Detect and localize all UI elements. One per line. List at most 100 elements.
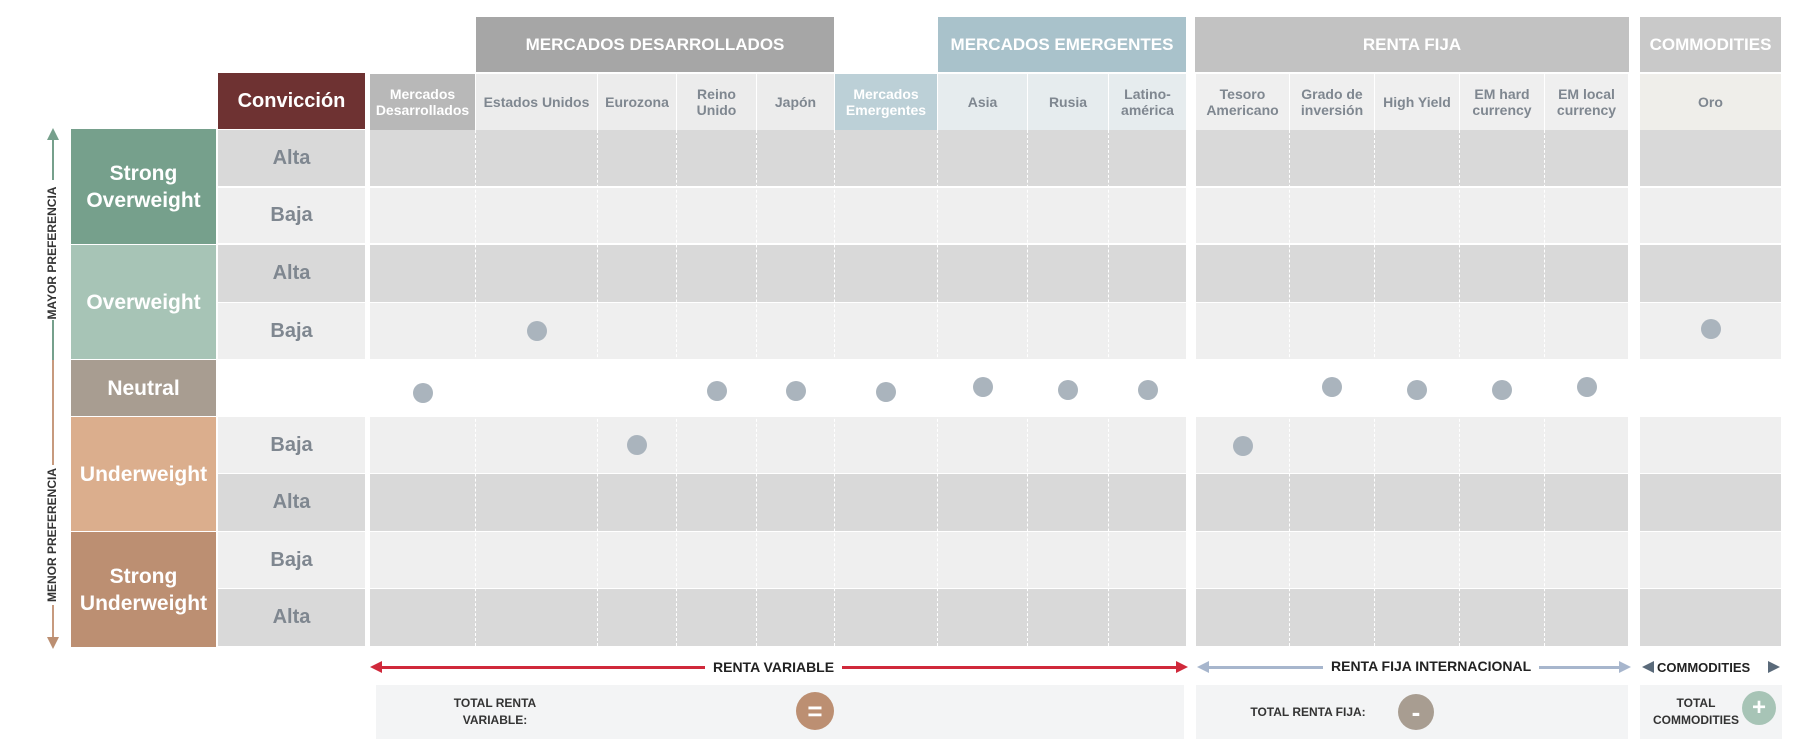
- renta-fija-internacional-label: RENTA FIJA INTERNACIONAL: [1323, 658, 1540, 674]
- position-dot: [1700, 319, 1721, 339]
- column-separator: [1289, 130, 1290, 646]
- commodities-arrow-label: COMMODITIES: [1655, 660, 1753, 675]
- grid-row-band: [370, 417, 1186, 473]
- conviction-cell: Alta: [218, 589, 365, 646]
- renta-variable-arrow-right-head: [1176, 661, 1188, 673]
- group-header-mercados-desarrollados: MERCADOS DESARROLLADOS: [476, 17, 834, 72]
- total-renta-fija-badge: -: [1398, 694, 1434, 730]
- category-overweight: Overweight: [71, 245, 216, 359]
- grid-row-band: [1196, 188, 1628, 243]
- menor-preferencia-label: MENOR PREFERENCIA: [45, 468, 59, 603]
- side-label-bg-bottom: [40, 465, 66, 605]
- side-label-bg-top: [40, 180, 66, 320]
- grid-row-band: [370, 188, 1186, 243]
- column-header: Mercados Desarrollados: [370, 74, 475, 130]
- column-header: Eurozona: [598, 74, 676, 130]
- grid-row-band: [1640, 130, 1781, 186]
- category-strong-overweight: Strong Overweight: [71, 129, 216, 244]
- column-separator: [937, 130, 938, 646]
- grid-row-band: [1196, 245, 1628, 302]
- renta-fija-arrow-left-head: [1197, 661, 1209, 673]
- position-dot: [1407, 379, 1427, 400]
- grid-row-band: [1196, 417, 1628, 473]
- grid-row-band: [1196, 589, 1628, 646]
- column-separator: [834, 130, 835, 646]
- position-dot: [1492, 379, 1512, 400]
- arrow-up-head: [47, 128, 59, 140]
- category-neutral: Neutral: [71, 360, 216, 416]
- position-dot: [706, 380, 727, 401]
- conviction-cell: Alta: [218, 474, 365, 531]
- conviccion-header: Convicción: [218, 73, 365, 129]
- group-header-renta-fija: RENTA FIJA: [1195, 17, 1629, 72]
- total-renta-variable-box: [376, 685, 1184, 739]
- grid-row-band: [370, 474, 1186, 531]
- conviction-cell: Baja: [218, 417, 365, 473]
- grid-row-band: [1640, 474, 1781, 531]
- column-header: Reino Unido: [677, 74, 756, 130]
- grid-row-band: [1640, 361, 1781, 416]
- total-renta-variable-label: TOTAL RENTA VARIABLE:: [453, 696, 537, 727]
- column-header: Latino- américa: [1109, 74, 1186, 130]
- conviction-cell: Alta: [218, 245, 365, 302]
- group-header-commodities: COMMODITIES: [1640, 17, 1781, 72]
- commodities-arrow-left-head: [1642, 661, 1654, 673]
- total-renta-fija-label: TOTAL RENTA FIJA:: [1250, 704, 1366, 719]
- total-commodities-badge: +: [1742, 691, 1776, 725]
- category-underweight: Underweight: [71, 417, 216, 531]
- position-dot: [627, 435, 647, 455]
- column-separator: [676, 130, 677, 646]
- position-dot: [526, 321, 547, 341]
- conviction-cell: Baja: [218, 532, 365, 588]
- column-header: Grado de inversión: [1290, 74, 1374, 130]
- conviction-cell: Baja: [218, 303, 365, 359]
- column-header: Asia: [938, 74, 1027, 130]
- arrow-down-head: [47, 637, 59, 649]
- column-separator: [1544, 130, 1545, 646]
- column-header: EM hard currency: [1460, 74, 1544, 130]
- position-dot: [1232, 436, 1253, 456]
- column-header: EM local currency: [1545, 74, 1628, 130]
- column-header: High Yield: [1375, 74, 1459, 130]
- column-separator: [475, 130, 476, 646]
- group-header-mercados-emergentes: MERCADOS EMERGENTES: [938, 17, 1186, 72]
- conviction-cell: Alta: [218, 130, 365, 186]
- grid-row-band: [1640, 188, 1781, 243]
- column-separator: [756, 130, 757, 646]
- total-renta-variable-badge: =: [796, 692, 834, 730]
- position-dot: [412, 382, 433, 403]
- grid-row-band: [370, 303, 1186, 359]
- grid-row-band: [1196, 532, 1628, 588]
- category-strong-underweight: Strong Underweight: [71, 532, 216, 647]
- position-dot: [785, 380, 806, 401]
- position-dot: [876, 381, 896, 402]
- commodities-arrow-right-head: [1768, 661, 1780, 673]
- conviction-cell: Baja: [218, 188, 365, 243]
- conviction-cell: [218, 361, 365, 416]
- position-dot: [1576, 376, 1597, 397]
- grid-row-band: [1640, 245, 1781, 302]
- grid-row-band: [370, 532, 1186, 588]
- position-dot: [1058, 379, 1078, 400]
- grid-row-band: [1640, 589, 1781, 646]
- grid-row-band: [1640, 417, 1781, 473]
- column-separator: [597, 130, 598, 646]
- position-dot: [972, 376, 993, 397]
- column-separator: [1108, 130, 1109, 646]
- column-separator: [1374, 130, 1375, 646]
- grid-row-band: [370, 130, 1186, 186]
- total-commodities-label: TOTAL COMMODITIES: [1653, 696, 1739, 727]
- renta-variable-arrow-left-head: [370, 661, 382, 673]
- column-separator: [1027, 130, 1028, 646]
- grid-row-band: [1196, 474, 1628, 531]
- column-separator: [1459, 130, 1460, 646]
- renta-fija-arrow-right-head: [1619, 661, 1631, 673]
- column-header: Japón: [757, 74, 834, 130]
- column-header: Tesoro Americano: [1196, 74, 1289, 130]
- column-header: Estados Unidos: [476, 74, 597, 130]
- grid-row-band: [1640, 532, 1781, 588]
- mayor-preferencia-label: MAYOR PREFERENCIA: [45, 186, 59, 320]
- position-dot: [1137, 379, 1158, 400]
- grid-row-band: [370, 361, 1186, 416]
- column-header: Rusia: [1028, 74, 1108, 130]
